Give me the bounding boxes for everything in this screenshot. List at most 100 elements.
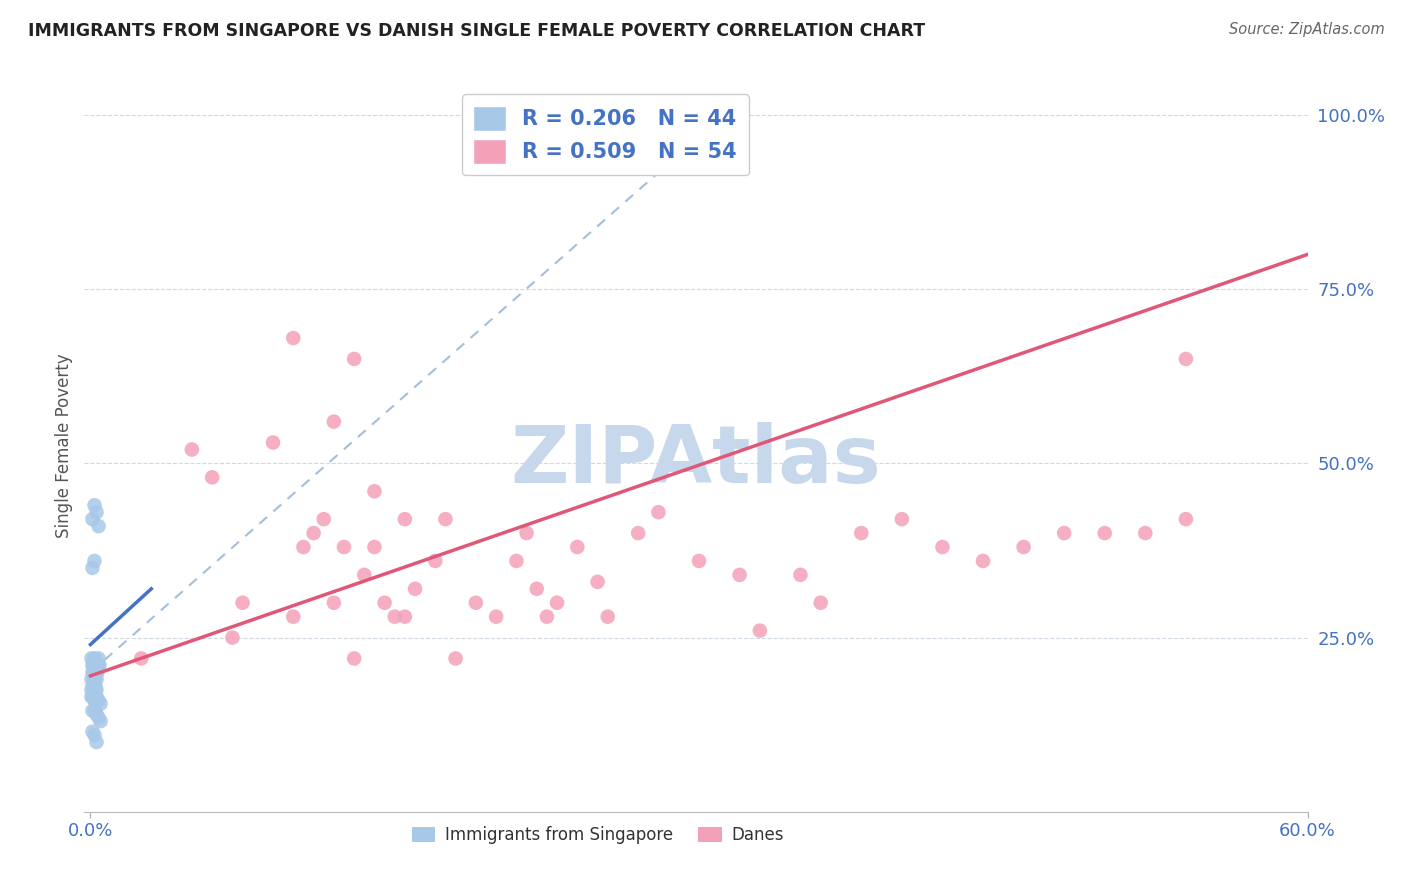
- Point: [80, 651, 103, 665]
- Point: [1053, 526, 1076, 541]
- Point: [86, 690, 108, 704]
- Point: [1135, 526, 1157, 541]
- Point: [485, 609, 508, 624]
- Point: [84, 658, 107, 673]
- Point: [425, 554, 447, 568]
- Point: [363, 484, 385, 499]
- Point: [221, 631, 243, 645]
- Point: [444, 651, 467, 665]
- Point: [86, 707, 108, 722]
- Point: [627, 526, 650, 541]
- Point: [302, 526, 325, 541]
- Point: [516, 526, 538, 541]
- Point: [1012, 540, 1035, 554]
- Point: [232, 596, 254, 610]
- Point: [82, 679, 104, 693]
- Point: [86, 665, 108, 680]
- Point: [972, 554, 994, 568]
- Point: [83, 651, 105, 665]
- Point: [728, 567, 751, 582]
- Point: [343, 351, 366, 366]
- Point: [83, 682, 105, 697]
- Point: [931, 540, 953, 554]
- Point: [90, 697, 112, 711]
- Text: Source: ZipAtlas.com: Source: ZipAtlas.com: [1229, 22, 1385, 37]
- Point: [546, 596, 568, 610]
- Point: [333, 540, 356, 554]
- Point: [688, 554, 710, 568]
- Point: [82, 665, 104, 680]
- Point: [89, 658, 111, 673]
- Point: [180, 442, 202, 457]
- Legend: Immigrants from Singapore, Danes: Immigrants from Singapore, Danes: [405, 820, 792, 851]
- Point: [83, 554, 105, 568]
- Point: [283, 331, 305, 345]
- Point: [83, 704, 105, 718]
- Point: [80, 682, 103, 697]
- Point: [262, 435, 284, 450]
- Point: [83, 693, 105, 707]
- Point: [526, 582, 548, 596]
- Point: [505, 554, 527, 568]
- Point: [890, 512, 912, 526]
- Point: [87, 693, 110, 707]
- Point: [82, 561, 104, 575]
- Point: [464, 596, 486, 610]
- Point: [201, 470, 224, 484]
- Point: [84, 679, 107, 693]
- Point: [87, 711, 110, 725]
- Point: [82, 690, 104, 704]
- Y-axis label: Single Female Poverty: Single Female Poverty: [55, 354, 73, 538]
- Point: [434, 512, 457, 526]
- Point: [80, 690, 103, 704]
- Point: [343, 651, 366, 665]
- Point: [283, 609, 305, 624]
- Point: [384, 609, 406, 624]
- Point: [82, 658, 104, 673]
- Point: [83, 728, 105, 742]
- Point: [394, 512, 416, 526]
- Point: [87, 651, 110, 665]
- Point: [1174, 512, 1197, 526]
- Text: IMMIGRANTS FROM SINGAPORE VS DANISH SINGLE FEMALE POVERTY CORRELATION CHART: IMMIGRANTS FROM SINGAPORE VS DANISH SING…: [28, 22, 925, 40]
- Point: [404, 582, 426, 596]
- Point: [129, 651, 152, 665]
- Point: [82, 724, 104, 739]
- Point: [394, 609, 416, 624]
- Text: ZIPAtlas: ZIPAtlas: [510, 422, 882, 500]
- Point: [374, 596, 396, 610]
- Point: [84, 665, 107, 680]
- Point: [1174, 351, 1197, 366]
- Point: [82, 665, 104, 680]
- Point: [86, 665, 108, 680]
- Point: [86, 673, 108, 687]
- Point: [851, 526, 873, 541]
- Point: [83, 498, 105, 512]
- Point: [87, 658, 110, 673]
- Point: [83, 673, 105, 687]
- Point: [82, 512, 104, 526]
- Point: [82, 704, 104, 718]
- Point: [90, 714, 112, 728]
- Point: [86, 682, 108, 697]
- Point: [82, 686, 104, 700]
- Point: [789, 567, 811, 582]
- Point: [647, 505, 669, 519]
- Point: [312, 512, 335, 526]
- Point: [353, 567, 375, 582]
- Point: [86, 735, 108, 749]
- Point: [82, 673, 104, 687]
- Point: [536, 609, 558, 624]
- Point: [567, 540, 589, 554]
- Point: [87, 519, 110, 533]
- Point: [80, 673, 103, 687]
- Point: [322, 415, 344, 429]
- Point: [363, 540, 385, 554]
- Point: [810, 596, 832, 610]
- Point: [1094, 526, 1116, 541]
- Point: [322, 596, 344, 610]
- Point: [82, 658, 104, 673]
- Point: [86, 505, 108, 519]
- Point: [748, 624, 770, 638]
- Point: [86, 658, 108, 673]
